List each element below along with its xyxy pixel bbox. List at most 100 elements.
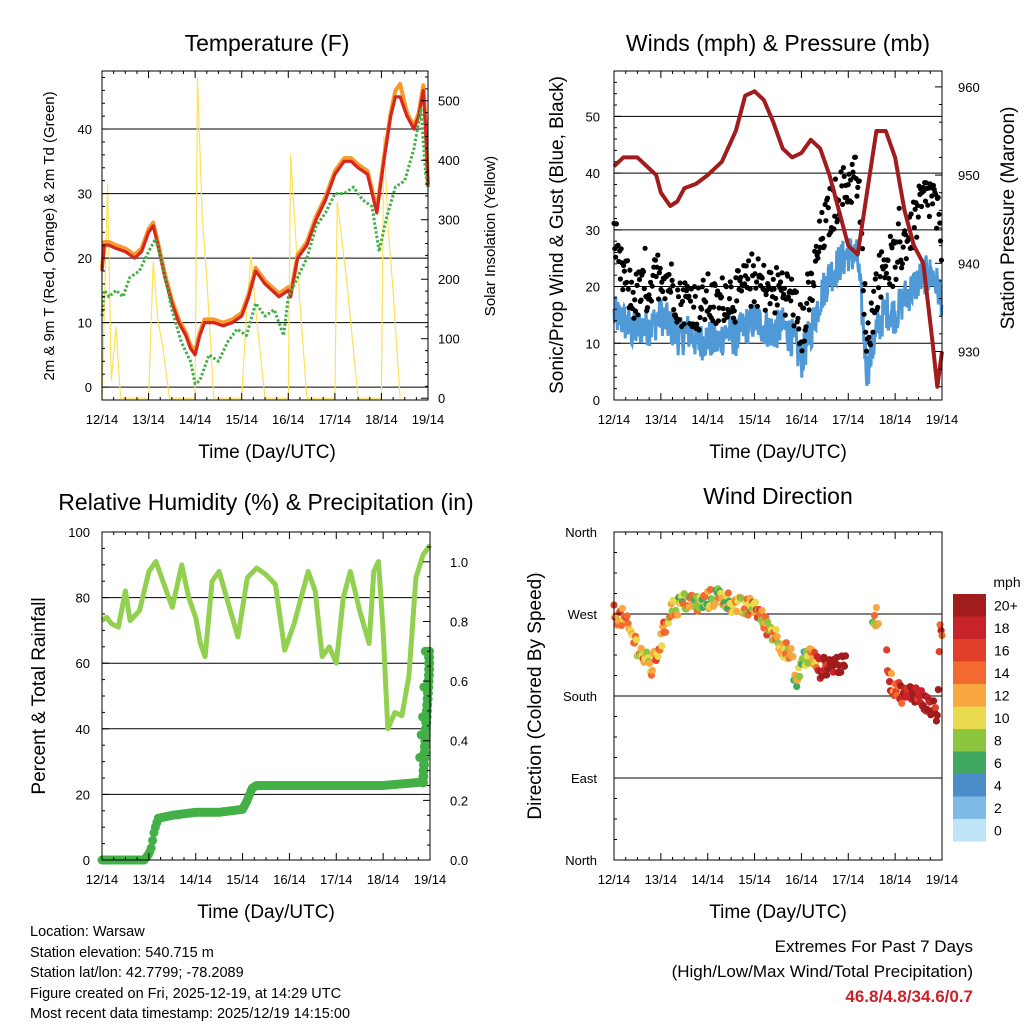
gust-point: [735, 268, 741, 274]
direction-point: [646, 659, 654, 667]
winds-y2tick-label: 950: [958, 168, 980, 183]
dir-ytick-label: West: [568, 607, 598, 622]
gust-point: [615, 242, 621, 248]
rh-xtick-label: 19/14: [414, 872, 447, 887]
humidity-panel: Relative Humidity (%) & Precipitation (i…: [29, 489, 474, 923]
gust-point: [751, 299, 757, 305]
gust-point: [840, 201, 846, 207]
gust-point: [749, 251, 755, 257]
gust-point: [912, 206, 918, 212]
gust-point: [873, 271, 879, 277]
temp-grid: [102, 128, 428, 388]
direction-point: [885, 678, 894, 686]
rh-axes: 12/14 13/14 14/14 15/14 16/14 17/14 18/14 19/14…: [68, 525, 468, 887]
rh-title: Relative Humidity (%) & Precipitation (i…: [58, 489, 473, 515]
direction-point: [751, 598, 760, 606]
gust-point: [761, 262, 767, 268]
direction-point: [706, 586, 715, 594]
gust-point: [799, 348, 805, 354]
rh-xtick-label: 13/14: [133, 872, 166, 887]
gust-point: [844, 194, 850, 200]
direction-point: [724, 589, 732, 597]
gust-point: [805, 279, 812, 285]
gust-point: [922, 198, 929, 204]
rh-xtick-label: 14/14: [179, 872, 212, 887]
gust-point: [777, 279, 784, 285]
gust-point: [930, 201, 936, 207]
rh-y2tick-label: 0.6: [450, 674, 468, 689]
gust-point: [631, 315, 637, 321]
gust-point: [811, 283, 817, 289]
gust-point: [748, 303, 754, 309]
gust-point: [676, 317, 682, 323]
dir-xtick-label: 18/14: [879, 872, 912, 887]
gust-point: [696, 327, 702, 333]
winds-ytick-label: 40: [586, 166, 600, 181]
gust-point: [669, 277, 675, 283]
gust-point: [902, 232, 909, 238]
gust-point: [642, 245, 648, 251]
gust-point: [687, 298, 694, 304]
rh-ytick-label: 80: [76, 591, 90, 606]
gust-point: [845, 182, 851, 188]
direction-point: [772, 625, 780, 634]
winds-axes: 12/14 13/14 14/14 15/14 16/14 17/14 18/14 19/14…: [586, 70, 980, 427]
gust-point: [699, 284, 706, 290]
gust-point: [753, 285, 759, 291]
temp-title: Temperature (F): [185, 30, 350, 56]
direction-point: [773, 633, 781, 641]
temp-xtick-label: 12/14: [86, 412, 119, 427]
gust-point: [632, 297, 638, 303]
gust-point: [868, 300, 874, 306]
winds-panel: Winds (mph) & Pressure (mb) Time (Day/UT…: [547, 30, 1019, 463]
gust-point: [675, 287, 681, 293]
gust-point: [899, 261, 906, 267]
gust-point: [779, 270, 785, 276]
gust-point: [849, 161, 855, 167]
direction-point: [932, 717, 941, 725]
winds-ylabel-left: Sonic/Prop Wind & Gust (Blue, Black): [547, 76, 568, 394]
direction-point: [789, 653, 797, 661]
direction-point: [623, 612, 631, 620]
gust-point: [930, 182, 937, 189]
legend-swatch: [953, 729, 986, 752]
winds-y2tick-label: 960: [958, 80, 980, 95]
dir-xtick-label: 13/14: [645, 872, 678, 887]
gust-point: [634, 282, 640, 288]
gust-point: [618, 246, 624, 252]
temp-ylabel-left: 2m & 9m T (Red, Orange) & 2m Td (Green): [41, 91, 58, 380]
gust-point: [838, 169, 844, 175]
gust-point: [773, 265, 780, 271]
legend-swatch: [953, 706, 986, 729]
dir-title: Wind Direction: [703, 483, 853, 509]
info-elevation: Station elevation: 540.715 m: [30, 944, 214, 961]
temp-ytick-label: 30: [78, 187, 92, 202]
temp-xtick-label: 16/14: [272, 412, 305, 427]
gust-point: [700, 277, 706, 283]
gust-point: [896, 205, 902, 211]
gust-point: [773, 295, 779, 301]
gust-point: [648, 298, 655, 304]
gust-point: [762, 307, 768, 313]
gust-point: [774, 302, 780, 308]
gust-point: [914, 234, 920, 240]
gust-point: [785, 294, 792, 300]
rh-line: [100, 543, 433, 732]
gust-point: [656, 296, 662, 302]
gust-point: [728, 284, 734, 290]
gust-point: [897, 239, 903, 245]
gust-point: [635, 312, 641, 318]
direction-point: [887, 669, 896, 678]
rh-y2tick-label: 0.4: [450, 734, 468, 749]
info-created: Figure created on Fri, 2025-12-19, at 14…: [30, 985, 342, 1002]
gust-point: [772, 310, 778, 316]
gust-point: [771, 286, 777, 292]
gust-point: [719, 275, 725, 281]
gust-point: [683, 288, 690, 294]
gust-point: [703, 288, 710, 294]
gust-point: [925, 202, 931, 208]
direction-point: [930, 697, 938, 705]
direction-point: [658, 642, 666, 650]
gust-point: [641, 286, 647, 292]
info-latlon: Station lat/lon: 42.7799; -78.2089: [30, 965, 244, 981]
